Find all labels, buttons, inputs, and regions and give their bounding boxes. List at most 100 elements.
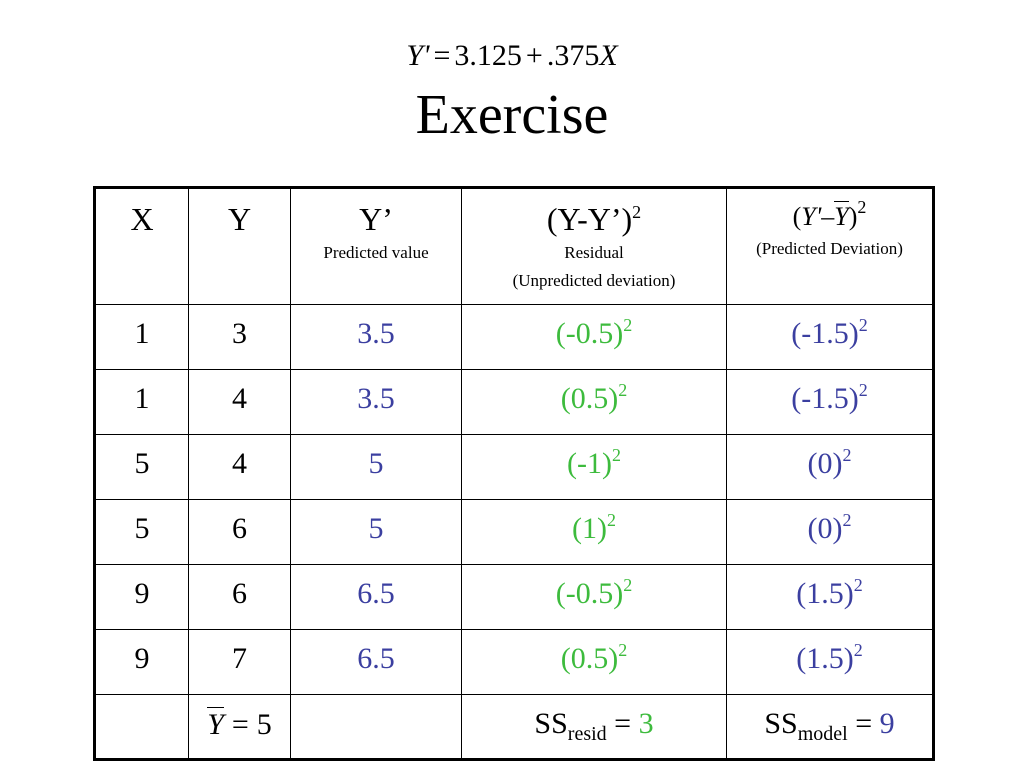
table-row: 9 6 6.5 (-0.5)2 (1.5)2 xyxy=(94,564,934,630)
header-x: X xyxy=(94,187,189,305)
header-y-label: Y xyxy=(227,201,252,237)
cell-y: 6 xyxy=(188,499,291,565)
cell-y: 6 xyxy=(188,564,291,630)
cell-x: 5 xyxy=(94,499,189,565)
header-model-ybar: Y xyxy=(834,201,849,231)
header-predicted-subtitle: Predicted value xyxy=(323,243,429,262)
cell-model-exponent: 2 xyxy=(858,380,868,400)
summary-empty-predicted xyxy=(290,694,462,760)
header-residual-label: (Y-Y’) xyxy=(546,201,633,237)
summary-ybar: Y = 5 xyxy=(188,694,291,760)
cell-model: (0)2 xyxy=(726,434,934,500)
cell-residual: (-1)2 xyxy=(461,434,727,500)
table-header-row: X Y Y’ Predicted value (Y-Y’)2 Residual … xyxy=(94,187,934,305)
header-model-minus: – xyxy=(821,202,835,231)
header-model-subtitle: (Predicted Deviation) xyxy=(756,239,903,258)
cell-model-value: (0) xyxy=(807,447,843,480)
ss-model-value: 9 xyxy=(879,707,895,740)
page-title: Exercise xyxy=(415,84,609,146)
cell-y: 4 xyxy=(188,369,291,435)
table-summary-row: Y = 5 SSresid = 3 SSmodel = 9 xyxy=(94,694,934,760)
cell-residual-value: (0.5) xyxy=(560,382,619,415)
cell-residual-exponent: 2 xyxy=(611,445,621,465)
equation-equals: = xyxy=(433,39,451,72)
header-residual-subtitle: Residual xyxy=(564,243,624,262)
header-y: Y xyxy=(188,187,291,305)
table-row: 9 7 6.5 (0.5)2 (1.5)2 xyxy=(94,629,934,695)
cell-x: 1 xyxy=(94,369,189,435)
cell-residual-value: (1) xyxy=(572,512,607,545)
cell-residual-exponent: 2 xyxy=(618,640,628,660)
cell-predicted: 5 xyxy=(290,434,462,500)
regression-equation: Y' = 3.125 + .375X xyxy=(0,36,1024,76)
header-predicted-label: Y’ xyxy=(359,201,393,237)
ss-resid-label: SS xyxy=(534,707,568,740)
cell-residual-value: (-0.5) xyxy=(555,317,624,350)
cell-model-value: (-1.5) xyxy=(791,317,859,350)
cell-model-exponent: 2 xyxy=(853,575,863,595)
header-model-open: ( xyxy=(792,202,802,231)
equation-slope: .375 xyxy=(546,39,600,72)
header-model-formula: (Y'–Y)2 xyxy=(727,197,932,235)
equation-x-var: X xyxy=(599,39,618,72)
header-x-label: X xyxy=(130,201,154,237)
cell-predicted: 6.5 xyxy=(290,629,462,695)
cell-model-value: (-1.5) xyxy=(791,382,859,415)
cell-predicted: 3.5 xyxy=(290,369,462,435)
summary-ybar-symbol: Y xyxy=(207,707,224,741)
cell-model-exponent: 2 xyxy=(842,510,852,530)
summary-ybar-value: 5 xyxy=(256,708,272,741)
cell-predicted: 6.5 xyxy=(290,564,462,630)
summary-ybar-equals: = xyxy=(231,708,249,741)
header-predicted: Y’ Predicted value xyxy=(290,187,462,305)
cell-model-exponent: 2 xyxy=(842,445,852,465)
cell-model-exponent: 2 xyxy=(853,640,863,660)
ss-resid-value: 3 xyxy=(638,707,654,740)
header-residual-formula: (Y-Y’)2 xyxy=(462,199,726,239)
table-row: 1 3 3.5 (-0.5)2 (-1.5)2 xyxy=(94,304,934,370)
cell-residual: (-0.5)2 xyxy=(461,564,727,630)
summary-ss-model: SSmodel = 9 xyxy=(726,694,934,760)
cell-x: 1 xyxy=(94,304,189,370)
cell-residual: (1)2 xyxy=(461,499,727,565)
cell-residual-exponent: 2 xyxy=(618,380,628,400)
header-model: (Y'–Y)2 (Predicted Deviation) xyxy=(726,187,934,305)
exercise-table: X Y Y’ Predicted value (Y-Y’)2 Residual … xyxy=(93,186,935,761)
cell-model: (0)2 xyxy=(726,499,934,565)
header-model-exponent: 2 xyxy=(857,197,867,217)
cell-residual-value: (0.5) xyxy=(560,642,619,675)
cell-residual-value: (-1) xyxy=(567,447,612,480)
cell-residual: (0.5)2 xyxy=(461,369,727,435)
cell-x: 9 xyxy=(94,629,189,695)
cell-y: 7 xyxy=(188,629,291,695)
header-residual-subtitle-2: (Unpredicted deviation) xyxy=(512,271,676,290)
header-model-lhs: Y' xyxy=(801,202,822,231)
cell-model-value: (1.5) xyxy=(796,642,854,675)
header-residual: (Y-Y’)2 Residual (Unpredicted deviation) xyxy=(461,187,727,305)
cell-residual: (-0.5)2 xyxy=(461,304,727,370)
cell-residual-exponent: 2 xyxy=(606,510,616,530)
cell-model-value: (1.5) xyxy=(796,577,854,610)
cell-y: 4 xyxy=(188,434,291,500)
cell-predicted: 5 xyxy=(290,499,462,565)
table-row: 1 4 3.5 (0.5)2 (-1.5)2 xyxy=(94,369,934,435)
ss-model-label: SS xyxy=(764,707,798,740)
ss-resid-equals: = xyxy=(614,707,632,740)
summary-empty-x xyxy=(94,694,189,760)
summary-ss-resid: SSresid = 3 xyxy=(461,694,727,760)
cell-x: 9 xyxy=(94,564,189,630)
equation-intercept: 3.125 xyxy=(454,39,522,72)
cell-residual-value: (-0.5) xyxy=(555,577,624,610)
cell-model-exponent: 2 xyxy=(858,315,868,335)
cell-predicted: 3.5 xyxy=(290,304,462,370)
cell-model-value: (0) xyxy=(807,512,843,545)
cell-model: (1.5)2 xyxy=(726,629,934,695)
table-row: 5 4 5 (-1)2 (0)2 xyxy=(94,434,934,500)
cell-model: (-1.5)2 xyxy=(726,304,934,370)
cell-residual-exponent: 2 xyxy=(623,315,633,335)
ss-model-subscript: model xyxy=(797,723,848,745)
ss-model-equals: = xyxy=(855,707,873,740)
cell-residual-exponent: 2 xyxy=(623,575,633,595)
cell-model: (1.5)2 xyxy=(726,564,934,630)
cell-x: 5 xyxy=(94,434,189,500)
